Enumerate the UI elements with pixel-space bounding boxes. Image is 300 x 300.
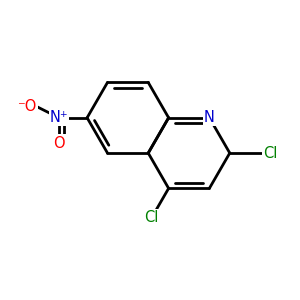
Text: Cl: Cl [145,210,159,225]
Text: N: N [204,110,215,125]
Text: Cl: Cl [263,146,278,160]
Text: N⁺: N⁺ [50,110,68,125]
Text: O: O [53,136,65,151]
Text: ⁻O: ⁻O [17,99,37,114]
